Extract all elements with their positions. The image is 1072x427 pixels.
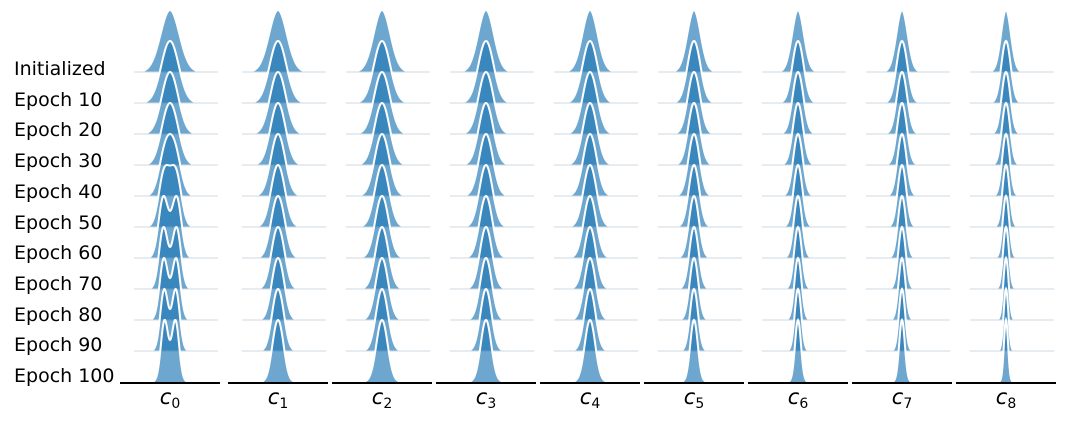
column-subscript: 7 [903,396,913,412]
row-label: Epoch 70 [14,272,103,295]
row-label: Epoch 10 [14,88,103,111]
column-subscript: 6 [799,396,809,412]
column-symbol: c [159,385,172,409]
ridge-area [120,289,220,351]
ridge-area [228,320,328,382]
ridge-area [120,227,220,289]
column-label: c7 [882,385,922,412]
row-label: Epoch 60 [14,242,103,265]
ridge-area [540,320,640,382]
column-symbol: c [371,385,384,409]
column-label: c5 [674,385,714,412]
column-subscript: 3 [487,396,497,412]
column-subscript: 2 [383,396,393,412]
column-symbol: c [787,385,800,409]
ridge-area [748,320,848,382]
column-label: c0 [150,385,190,412]
ridge-area [852,320,952,382]
column-symbol: c [995,385,1008,409]
column-subscript: 0 [171,396,181,412]
ridge-area [644,320,744,382]
ridge-area [332,320,432,382]
column-symbol: c [475,385,488,409]
column-label: c4 [570,385,610,412]
column-label: c1 [258,385,298,412]
row-label: Initialized [14,58,106,80]
ridge-area [436,320,536,382]
row-label: Epoch 50 [14,211,103,234]
column-symbol: c [267,385,280,409]
column-subscript: 5 [695,396,705,412]
column-label: c8 [986,385,1026,412]
column-subscript: 8 [1007,396,1017,412]
ridge-area [120,196,220,258]
column-symbol: c [891,385,904,409]
row-label: Epoch 30 [14,150,103,173]
ridge-area [120,258,220,320]
column-label: c3 [466,385,506,412]
row-label: Epoch 20 [14,119,103,142]
column-subscript: 1 [279,396,289,412]
row-label: Epoch 80 [14,303,103,326]
row-label: Epoch 40 [14,180,103,203]
column-symbol: c [579,385,592,409]
row-label: Epoch 90 [14,334,103,357]
ridge-area [956,320,1056,382]
column-label: c2 [362,385,402,412]
column-symbol: c [683,385,696,409]
ridge-area [120,320,220,382]
column-subscript: 4 [591,396,601,412]
row-label: Epoch 100 [14,365,115,387]
ridge-area [120,165,220,227]
column-label: c6 [778,385,818,412]
